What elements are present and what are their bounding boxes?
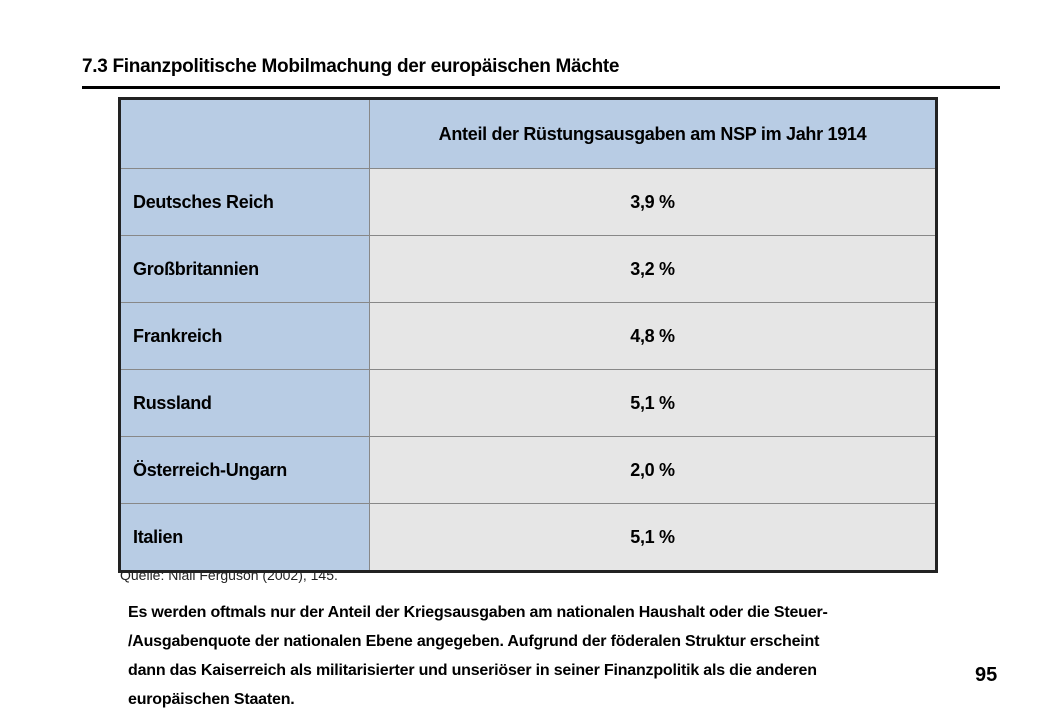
value-cell: 3,2 % [369, 235, 937, 303]
value-cell: 5,1 % [369, 503, 937, 572]
table-header-cell: Anteil der Rüstungsausgaben am NSP im Ja… [369, 98, 937, 169]
country-cell: Italien [119, 503, 370, 572]
country-cell: Großbritannien [119, 235, 370, 303]
explanatory-note: Es werden oftmals nur der Anteil der Kri… [128, 598, 948, 714]
note-line: Es werden oftmals nur der Anteil der Kri… [128, 604, 828, 621]
country-cell: Frankreich [119, 302, 370, 370]
country-cell: Russland [119, 369, 370, 437]
table-header-row: Anteil der Rüstungsausgaben am NSP im Ja… [119, 98, 937, 169]
source-citation: Quelle: Niall Ferguson (2002), 145. [120, 567, 338, 583]
table-row: Frankreich 4,8 % [119, 302, 937, 370]
country-cell: Österreich-Ungarn [119, 436, 370, 504]
page-number: 95 [975, 664, 998, 686]
value-cell: 3,9 % [369, 168, 937, 236]
table-row: Großbritannien 3,2 % [119, 235, 937, 303]
armament-share-table: Anteil der Rüstungsausgaben am NSP im Ja… [118, 97, 938, 573]
table-row: Russland 5,1 % [119, 369, 937, 437]
table-row: Deutsches Reich 3,9 % [119, 168, 937, 236]
table-row: Österreich-Ungarn 2,0 % [119, 436, 937, 504]
value-cell: 4,8 % [369, 302, 937, 370]
slide-title: 7.3 Finanzpolitische Mobilmachung der eu… [82, 56, 1000, 89]
table-row: Italien 5,1 % [119, 503, 937, 572]
value-cell: 5,1 % [369, 369, 937, 437]
country-cell: Deutsches Reich [119, 168, 370, 236]
table-corner-cell [119, 98, 370, 169]
value-cell: 2,0 % [369, 436, 937, 504]
note-line: /Ausgabenquote der nationalen Ebene ange… [128, 633, 820, 650]
note-line: dann das Kaiserreich als militarisierter… [128, 662, 817, 679]
note-line: europäischen Staaten. [128, 691, 295, 708]
